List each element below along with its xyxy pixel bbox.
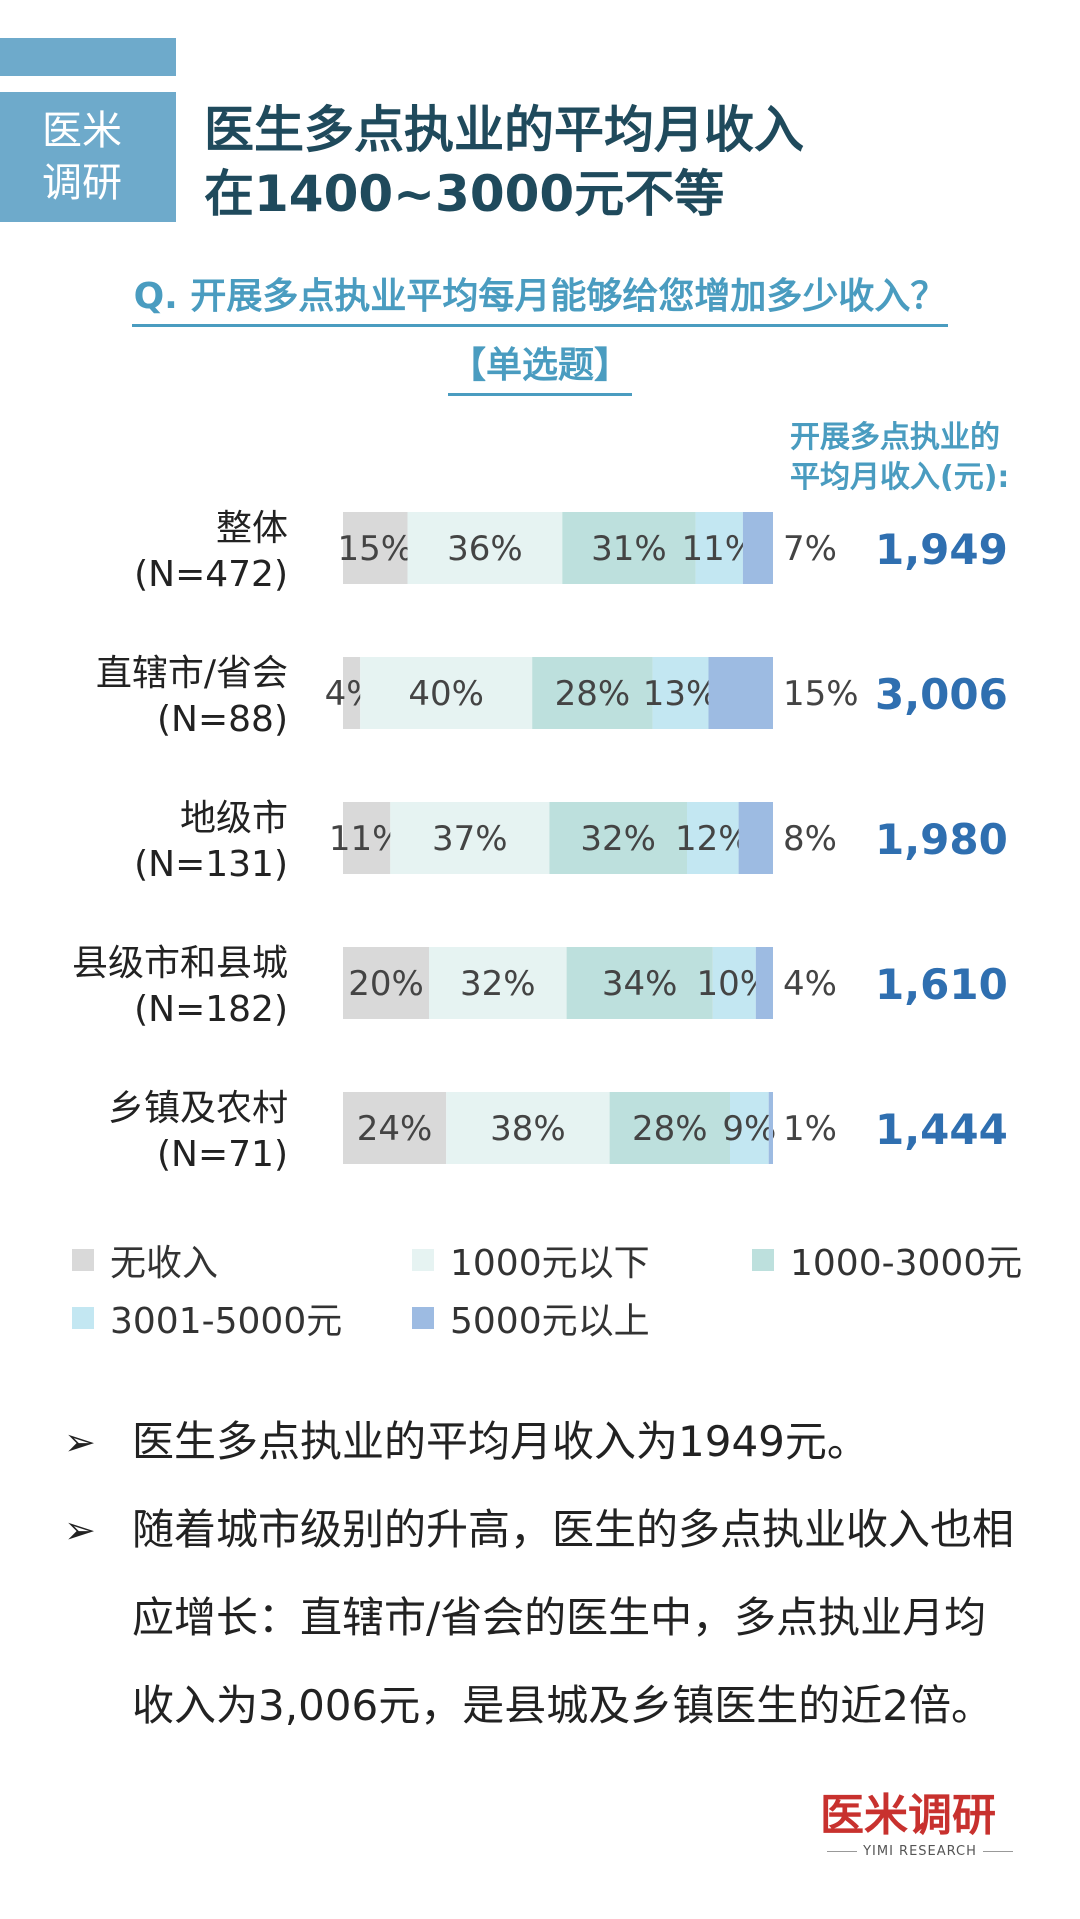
page-title-line-1: 医生多点执业的平均月收入 (204, 101, 804, 159)
data-label: 32% (580, 819, 656, 859)
category-label: 整体 (216, 508, 288, 549)
key-findings: ➢ 医生多点执业的平均月收入为1949元。 ➢ 随着城市级别的升高，医生的多点执… (64, 1398, 1024, 1750)
category-sample-size: (N=88) (157, 699, 288, 740)
bar-segment (549, 802, 687, 874)
data-label: 20% (348, 964, 424, 1004)
income-column-header: 开展多点执业的 平均月收入(元): (790, 418, 1080, 498)
bar-segment (712, 947, 756, 1019)
brand-badge: 医米 调研 (0, 92, 176, 222)
bar-segment (768, 1092, 773, 1164)
data-label: 4% (783, 964, 837, 1004)
stacked-bar-chart: 整体(N=472)15% 36% 31% 11% 7% 1,949直辖市/省会(N=88)… (72, 508, 1008, 1175)
brand-line-2: 调研 (42, 160, 122, 206)
legend-item: 5000元以上 (412, 1292, 650, 1344)
data-label: 24% (357, 1109, 433, 1149)
income-header-line-2: 平均月收入(元): (790, 460, 1010, 495)
average-income-value: 1,610 (875, 960, 1008, 1009)
finding-text: 医生多点执业的平均月收入为1949元。 (132, 1417, 869, 1466)
bar-segment (566, 947, 713, 1019)
legend-swatch (752, 1249, 774, 1271)
page-title-line-2: 在1400~3000元不等 (204, 165, 725, 223)
data-label: 13% (643, 674, 719, 714)
brand-line-1: 医米 (42, 108, 122, 154)
data-label: 36% (447, 529, 523, 569)
category-label: 直辖市/省会 (96, 653, 288, 694)
bar-segment (343, 947, 429, 1019)
legend-swatch (72, 1307, 94, 1329)
legend-item: 1000元以下 (412, 1234, 650, 1286)
data-label: 15% (337, 529, 413, 569)
bar-segment (343, 657, 361, 729)
bar-segment (652, 657, 709, 729)
finding-item: ➢ 随着城市级别的升高，医生的多点执业收入也相应增长：直辖市/省会的医生中，多点… (64, 1486, 1024, 1750)
data-label: 32% (460, 964, 536, 1004)
footer-logo: 医米调研 (820, 1790, 996, 1841)
footer-logo-subtitle: YIMI RESEARCH (820, 1844, 1020, 1859)
legend-item: 1000-3000元 (752, 1234, 1022, 1286)
finding-text: 随着城市级别的升高，医生的多点执业收入也相应增长：直辖市/省会的医生中，多点执业… (132, 1505, 1015, 1730)
bar-segment (708, 657, 773, 729)
page-title: 医生多点执业的平均月收入 在1400~3000元不等 (204, 98, 1054, 226)
average-income-value: 3,006 (875, 670, 1008, 719)
income-header-line-1: 开展多点执业的 (790, 420, 1000, 455)
arrow-bullet-icon: ➢ (64, 1420, 96, 1464)
header-accent-bar (0, 38, 176, 76)
bar-segment (360, 657, 533, 729)
data-label: 7% (783, 529, 837, 569)
category-sample-size: (N=71) (157, 1134, 288, 1175)
legend-label: 无收入 (110, 1243, 219, 1284)
data-label: 38% (490, 1109, 566, 1149)
category-label: 地级市 (180, 798, 288, 839)
legend-item: 无收入 (72, 1234, 218, 1286)
data-label: 34% (602, 964, 678, 1004)
bar-segment (730, 1092, 769, 1164)
legend-label: 5000元以上 (450, 1301, 650, 1342)
legend-swatch (412, 1249, 434, 1271)
average-income-value: 1,444 (875, 1105, 1008, 1154)
data-label: 9% (722, 1109, 776, 1149)
data-label: 15% (783, 674, 859, 714)
category-sample-size: (N=131) (134, 844, 288, 885)
bar-segment (742, 512, 773, 584)
category-label: 乡镇及农村 (108, 1088, 288, 1129)
bar-segment (532, 657, 653, 729)
bar-segment (446, 1092, 610, 1164)
arrow-bullet-icon: ➢ (64, 1508, 96, 1552)
data-label: 40% (408, 674, 484, 714)
finding-item: ➢ 医生多点执业的平均月收入为1949元。 (64, 1398, 1024, 1486)
bar-segment (695, 512, 743, 584)
legend-label: 3001-5000元 (110, 1301, 343, 1342)
bar-segment (407, 512, 563, 584)
legend-swatch (72, 1249, 94, 1271)
category-label: 县级市和县城 (72, 943, 288, 984)
bar-segment (343, 1092, 447, 1164)
bar-segment (687, 802, 739, 874)
legend-label: 1000-3000元 (790, 1243, 1023, 1284)
average-income-value: 1,949 (875, 525, 1008, 574)
bar-segment (390, 802, 550, 874)
data-label: 12% (675, 819, 751, 859)
question-text: Q. 开展多点执业平均每月能够给您增加多少收入？ (131, 272, 949, 327)
bar-segment (429, 947, 567, 1019)
bar-segment (755, 947, 773, 1019)
bar-segment (343, 512, 408, 584)
data-label: 28% (555, 674, 631, 714)
bar-segment (343, 802, 391, 874)
bar-segment (738, 802, 773, 874)
data-label: 31% (591, 529, 667, 569)
legend-label: 1000元以下 (450, 1243, 650, 1284)
legend-item: 3001-5000元 (72, 1292, 342, 1344)
question-type: 【单选题】 (447, 341, 632, 396)
category-sample-size: (N=182) (134, 989, 288, 1030)
legend-swatch (412, 1307, 434, 1329)
data-label: 8% (783, 819, 837, 859)
data-label: 28% (632, 1109, 708, 1149)
bar-segment (562, 512, 696, 584)
average-income-value: 1,980 (875, 815, 1008, 864)
bar-segment (609, 1092, 730, 1164)
data-label: 37% (432, 819, 508, 859)
data-label: 1% (783, 1109, 837, 1149)
survey-question: Q. 开展多点执业平均每月能够给您增加多少收入？ 【单选题】 (0, 272, 1080, 396)
category-sample-size: (N=472) (134, 554, 288, 595)
